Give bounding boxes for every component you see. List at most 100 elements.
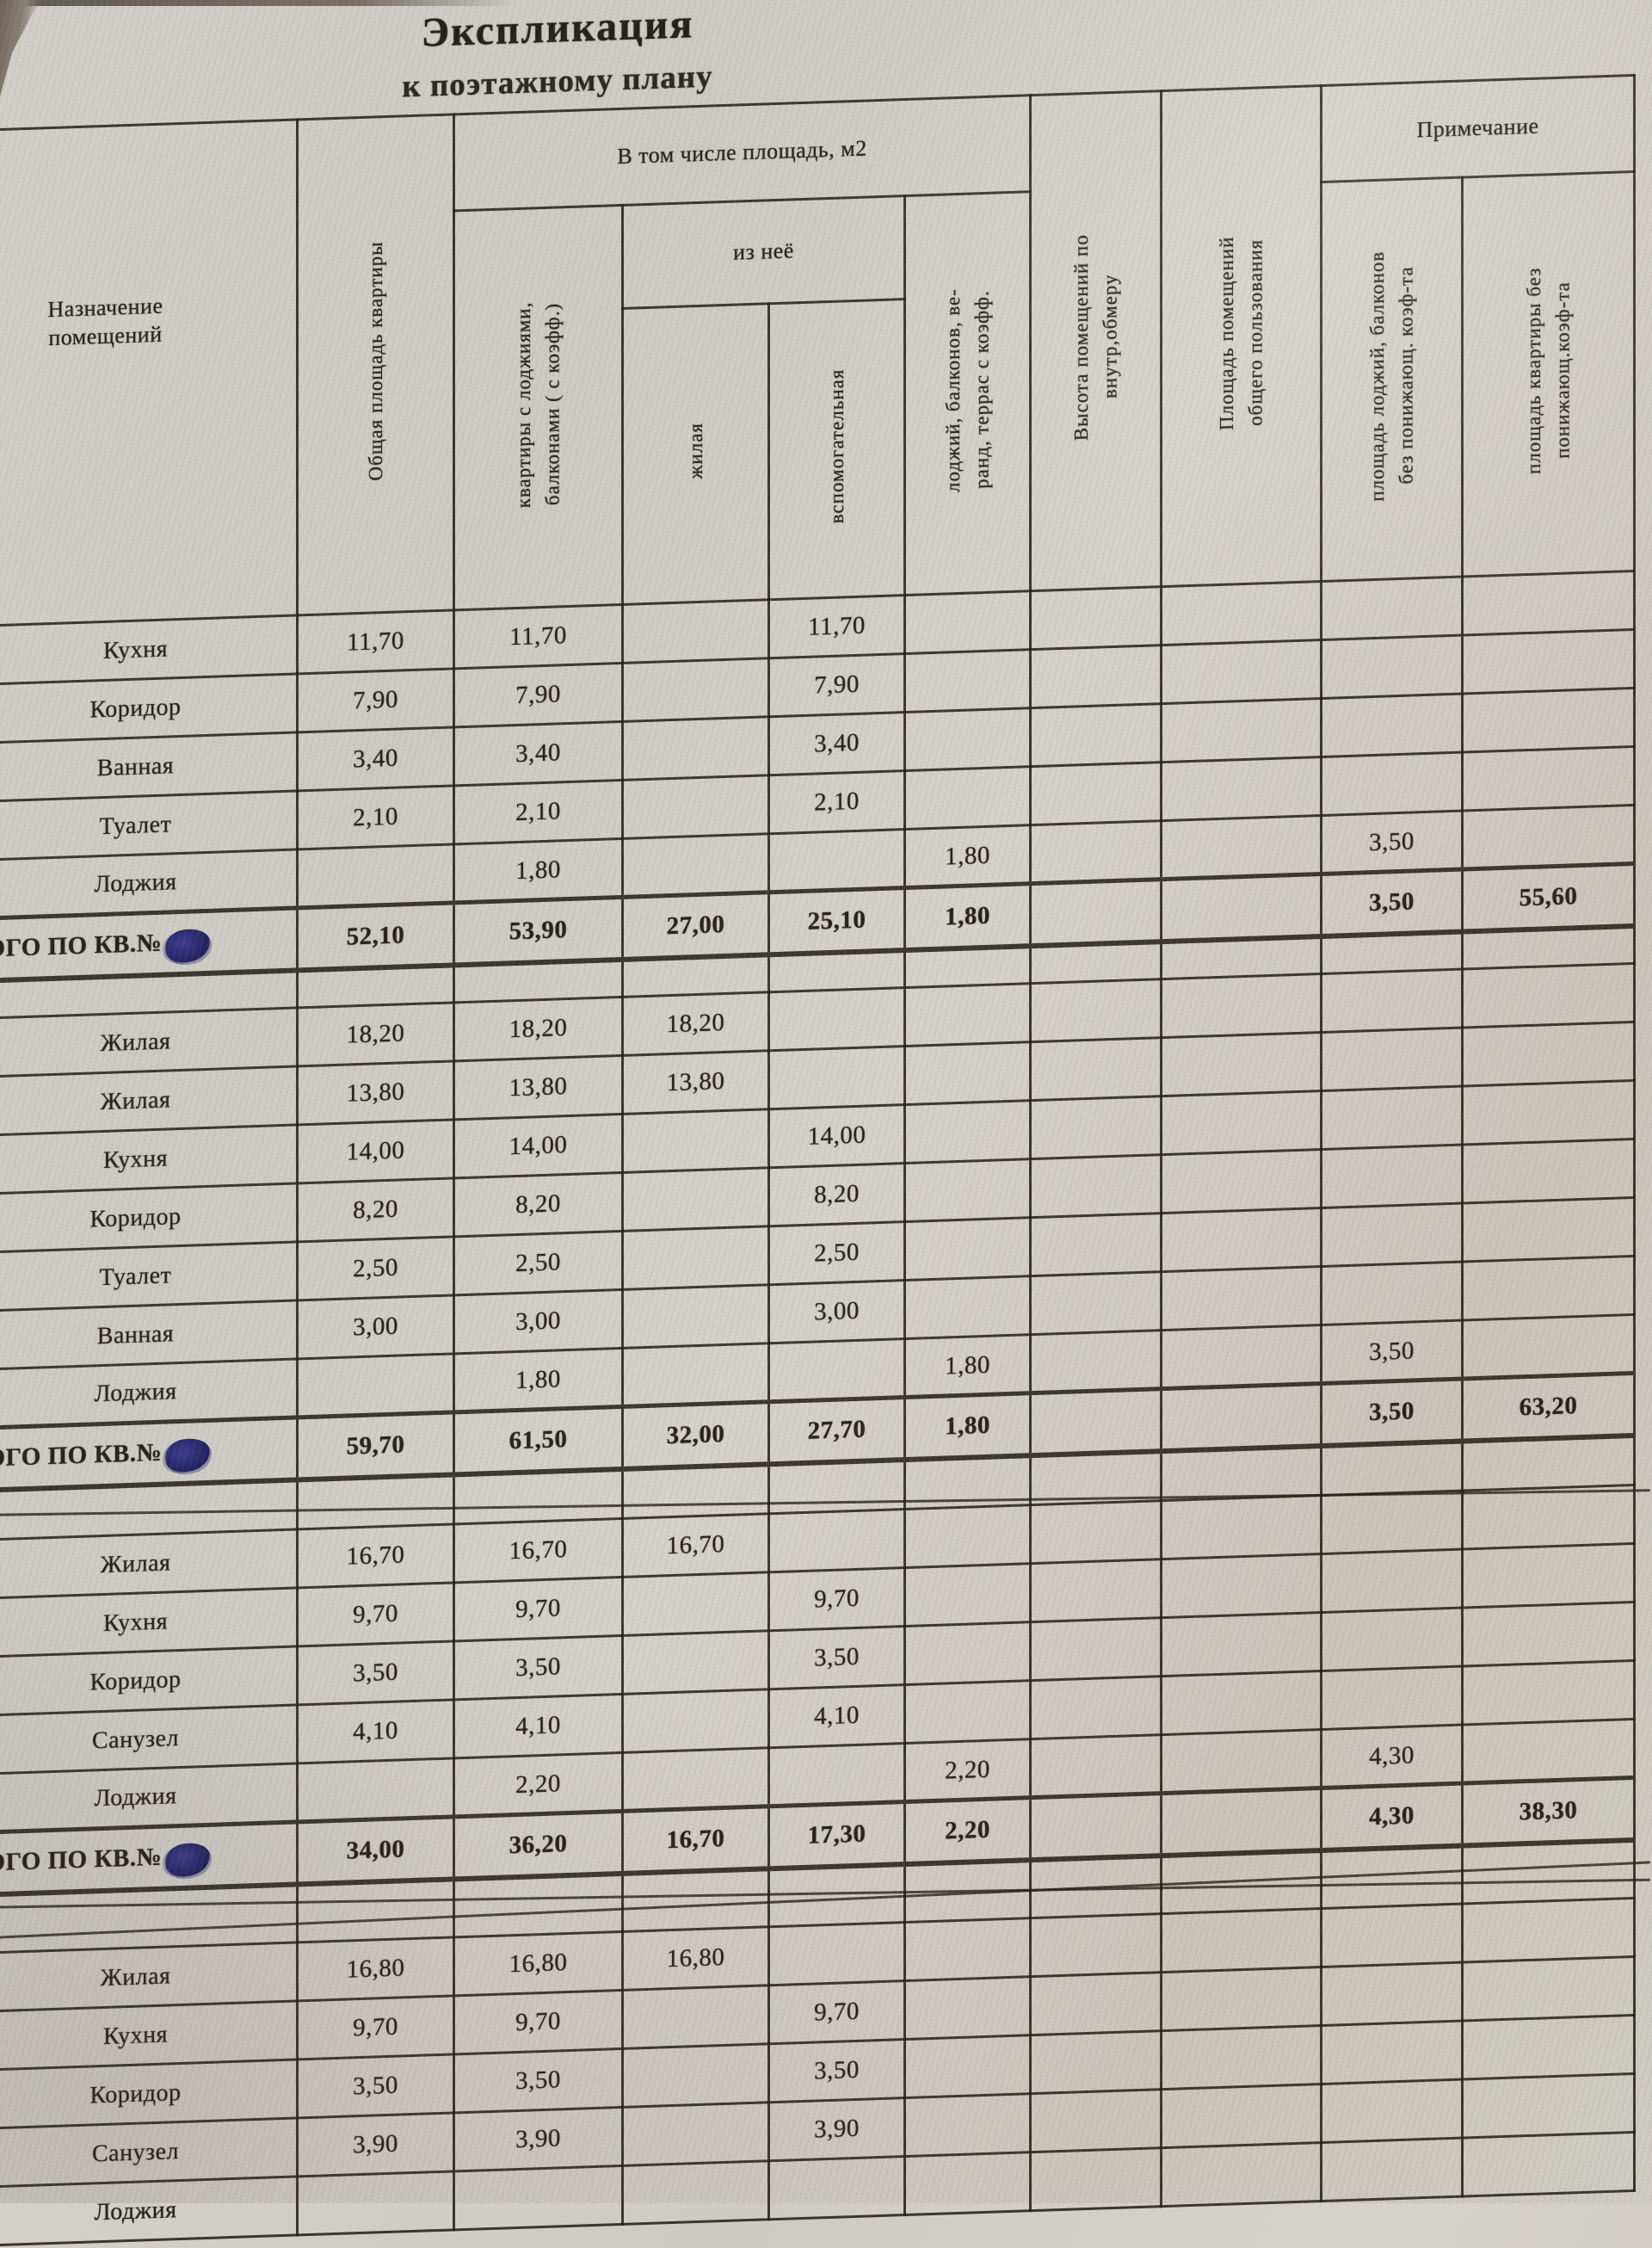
- cell: 3,50: [1321, 811, 1463, 874]
- cell: 2,20: [904, 1797, 1031, 1864]
- cell: [1030, 1388, 1162, 1455]
- cell: 13,80: [622, 1050, 769, 1115]
- cell: [768, 949, 905, 992]
- cell: [622, 833, 769, 898]
- cell: 3,90: [768, 2097, 905, 2161]
- cell: [622, 1868, 769, 1932]
- cell: [1462, 805, 1635, 870]
- cell: [1161, 698, 1322, 763]
- header-including-group: В том числе площадь, м2: [453, 95, 1031, 211]
- cell: [1462, 746, 1635, 812]
- cell: [622, 1284, 769, 1349]
- total-label: ИТОГО ПО КВ.№: [0, 1438, 163, 1473]
- cell: [1161, 1553, 1322, 1618]
- cell: [1462, 1719, 1635, 1784]
- cell: [622, 1226, 769, 1290]
- cell: 1,80: [453, 1348, 623, 1412]
- cell: 32,00: [622, 1401, 769, 1469]
- cell: 16,80: [453, 1931, 623, 1996]
- cell: [297, 1353, 454, 1417]
- cell: [1161, 639, 1322, 704]
- cell: 14,00: [297, 1119, 454, 1183]
- cell: 4,10: [297, 1699, 454, 1763]
- cell: [768, 2156, 905, 2220]
- cell: [904, 945, 1031, 988]
- cell: [904, 1217, 1031, 1281]
- cell: [1161, 1612, 1322, 1677]
- page-subtitle: к поэтажному плану: [402, 59, 713, 105]
- cell: 52,10: [297, 902, 454, 970]
- cell: [1030, 1617, 1162, 1681]
- cell: [768, 1338, 905, 1402]
- cell: [1462, 1839, 1635, 1905]
- cell: 4,10: [768, 1684, 905, 1748]
- cell: [1462, 629, 1635, 695]
- ink-blot: [163, 1840, 213, 1879]
- cell: [1030, 1500, 1162, 1564]
- header-note-flat-label: площадь квартиры без понижающ.коэф-та: [1523, 267, 1574, 475]
- room-label: Коридор: [0, 2059, 298, 2129]
- cell: 3,50: [1321, 1320, 1463, 1384]
- page-title: Экспликация: [421, 1, 694, 56]
- cell: [1161, 1032, 1322, 1096]
- cell: [1030, 1271, 1162, 1335]
- cell: [1030, 941, 1162, 984]
- cell: 36,20: [453, 1811, 623, 1879]
- cell: 11,70: [297, 609, 454, 674]
- scan-corner-shadow: [0, 0, 40, 96]
- cell: [1321, 1549, 1463, 1613]
- cell: [1462, 925, 1635, 970]
- room-label: Туалет: [0, 1241, 298, 1312]
- cell: [768, 1459, 905, 1514]
- cell: [1462, 2132, 1635, 2197]
- cell: 14,00: [768, 1104, 905, 1168]
- total-label-cell: ИТОГО ПО КВ.№: [0, 907, 298, 981]
- cell: 2,50: [297, 1236, 454, 1300]
- cell: [1462, 688, 1635, 753]
- cell: [1321, 1086, 1463, 1150]
- cell: 8,20: [768, 1163, 905, 1226]
- cell: 3,90: [453, 2107, 623, 2171]
- cell: [622, 1747, 769, 1812]
- cell: [622, 2043, 769, 2108]
- cell: [1161, 1207, 1322, 1272]
- cell: [904, 1100, 1031, 1164]
- cell: [622, 1572, 769, 1636]
- cell: 3,40: [297, 726, 454, 791]
- cell: [1030, 762, 1162, 825]
- header-of-it-group: из неё: [622, 195, 905, 309]
- total-label: ИТОГО ПО КВ.№: [0, 1843, 163, 1878]
- cell: [1030, 1096, 1162, 1159]
- cell: [1462, 571, 1635, 636]
- cell: 1,80: [904, 1334, 1031, 1398]
- header-with-loggias-label: квартиры с лоджиями, балконами ( с коэфф…: [513, 301, 564, 509]
- explication-table: Назначение помещений Общая площадь кварт…: [0, 74, 1650, 2247]
- cell: 16,70: [453, 1518, 623, 1583]
- cell: [904, 2035, 1031, 2098]
- cell: 2,10: [768, 770, 905, 834]
- cell: [1030, 2089, 1162, 2152]
- cell: [1030, 979, 1162, 1042]
- header-total-area: Общая площадь квартиры: [297, 114, 454, 615]
- cell: 11,70: [453, 604, 623, 669]
- cell: 8,20: [453, 1172, 623, 1237]
- cell: [1030, 1213, 1162, 1276]
- cell: [1161, 874, 1322, 942]
- cell: [453, 1873, 623, 1937]
- cell: [622, 1689, 769, 1753]
- cell: [1030, 645, 1162, 708]
- cell: [622, 775, 769, 839]
- cell: [768, 829, 905, 892]
- cell: [1030, 1676, 1162, 1739]
- cell: [1030, 1330, 1162, 1393]
- room-label: Кухня: [0, 614, 298, 685]
- room-label: Санузел: [0, 1704, 298, 1775]
- header-note-loggia-label: площадь лоджий, балконов без понижающ. к…: [1366, 250, 1417, 503]
- cell: [1321, 969, 1463, 1033]
- cell: [1321, 931, 1463, 974]
- cell: [1161, 1967, 1322, 2031]
- cell: [453, 2165, 623, 2230]
- header-common-area-label: Площадь помещений общего пользования: [1216, 236, 1267, 431]
- cell: [1321, 1203, 1463, 1267]
- cell: [1321, 1262, 1463, 1325]
